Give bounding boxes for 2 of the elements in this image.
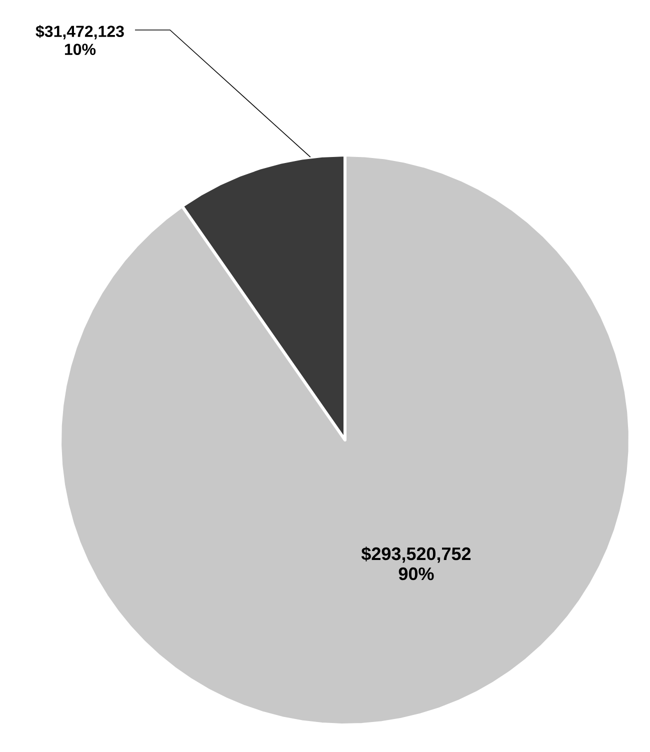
data-label: $31,472,123 10% xyxy=(36,24,124,56)
data-label: $293,520,752 90% xyxy=(361,546,471,580)
